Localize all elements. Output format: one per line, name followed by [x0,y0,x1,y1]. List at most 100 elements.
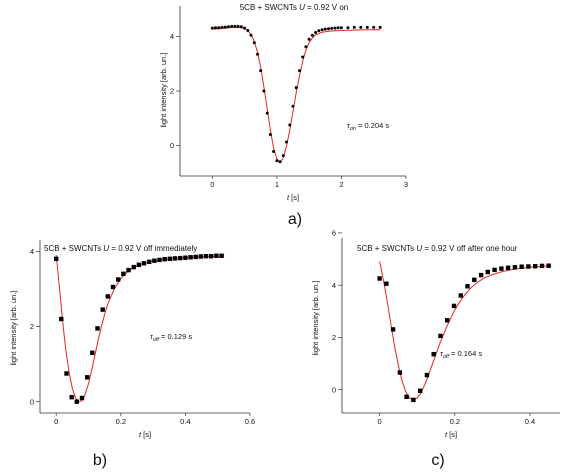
panel-c-data-point [499,266,504,271]
panel-a-data-point [281,154,285,158]
panel-a-data-point [339,26,343,30]
panel-a-data-point [317,29,321,33]
panel-c-data-point [472,277,477,282]
panel-a-data-point [336,26,340,30]
panel-a-data-point [346,26,350,30]
panel-a-data-point [268,133,272,136]
panel-a-data-point [372,25,376,29]
panel-c-data-point [431,352,436,357]
panel-a-y-tick-label: 4 [170,32,174,41]
panel-c-data-point [485,269,490,275]
panel-a-caption: a) [288,211,302,228]
panel-c-data-point [505,265,511,270]
panel-b-data-point [105,294,110,299]
panel-b-data-point [59,316,64,322]
panel-b-data-point [95,326,100,331]
panel-b-tau-annotation: τoff = 0.129 s [150,332,192,343]
panel-b-data-point [141,261,147,266]
panel-a-data-point [265,111,269,115]
panel-b-data-point [193,254,198,260]
panel-b-y-tick-label: 0 [30,397,34,406]
panel-a-data-point [304,45,308,49]
panel-b-x-tick-label: 0.4 [180,417,190,426]
panel-c-y-tick-label: 0 [332,385,336,394]
panel-c-x-label: t [s] [445,430,457,439]
panel-a-data-point [320,28,324,32]
panel-c-data-point [377,276,382,281]
panel-a-data-point [210,26,214,30]
panel-c-data-point [478,272,484,278]
panel-c-data-point [411,397,416,403]
panel-a-data-point [272,150,276,153]
panel-a-data-point [330,26,334,30]
panel-b-data-point [214,253,219,258]
panel-b-data-point [116,277,121,282]
panel-b-data-point [178,255,183,261]
panel-b-data-point [209,254,214,259]
panel-a-tau-annotation: τon = 0.204 s [347,121,389,132]
panel-c-data-point [384,281,389,286]
panel-a-data-point [307,37,311,41]
panel-c-data-point [445,318,450,323]
panel-a-data-point [217,26,221,30]
panel-a: 5CB + SWCNTs U = 0.92 V on 0 1 2 3 0 2 4… [159,3,408,228]
panel-b-data-point [74,399,79,404]
panel-c-data-point [526,264,531,269]
panel-c-x-tick-label: 0.2 [450,417,460,426]
panel-a-data-point [243,26,247,30]
panel-b-data-point [147,259,152,264]
panel-c-data-point [512,265,518,270]
panel-a-data-point [246,29,250,32]
panel-a-data-point [220,25,224,29]
panel-b-data-point [188,255,193,260]
panel-c-y-label: light intensity [arb. un.] [311,280,320,355]
panel-c-data-point [390,327,396,332]
panel-a-data-point [256,52,259,56]
panel-b-data-point [167,256,173,261]
panel-b-data-point [121,271,126,276]
panel-b-data-point [100,307,105,312]
panel-a-data-point [236,24,240,28]
panel-a-data-point [310,33,314,37]
panel-c-title: 5CB + SWCNTs U = 0.92 V off after one ho… [357,244,518,253]
panel-a-data-point [262,89,266,93]
panel-a-data-point [278,160,282,164]
panel-b-data-point [136,262,142,267]
panel-a-data-point [239,25,243,29]
panel-b-data-point [126,267,131,273]
panel-b-data-point [64,371,69,376]
panel-b-title: 5CB + SWCNTs U = 0.92 V off immediately [44,244,197,253]
panel-b-data-point [54,256,59,261]
panel-b-x-tick-label: 0 [54,417,58,426]
panel-a-data-point [226,25,230,29]
panel-b-caption: b) [93,452,107,469]
panel-a-y-tick-label: 2 [170,87,174,96]
panel-a-data-point [327,27,330,31]
panel-a-data-point [252,41,256,45]
panel-a-x-tick-label: 3 [404,180,408,189]
panel-a-data-point [333,26,337,30]
panel-a-data-point [230,24,234,28]
panel-a-data-point [294,86,298,90]
panel-a-data-point [378,25,382,29]
panel-a-data-point [285,140,288,144]
panel-a-data-point [323,27,327,31]
panel-c-data-point [492,267,497,273]
panel-a-data-point [352,25,356,29]
panel-c-data-point [418,388,423,393]
panel-b-x-label: t [s] [139,430,151,439]
panel-a-x-tick-label: 2 [339,180,343,189]
panel-b-y-tick-label: 4 [30,247,34,256]
panel-a-data-point [298,69,301,73]
panel-c-data-point [438,333,443,339]
panel-a-data-point [214,26,217,30]
panel-b-data-point [183,255,188,260]
panel-c-caption: c) [431,452,444,469]
panel-a-fit-line [212,26,381,163]
panel-b: 5CB + SWCNTs U = 0.92 V off immediately … [9,240,255,469]
panel-c-fit-line [379,261,549,401]
panel-a-data-point [233,24,237,28]
panel-a-data-point [314,31,318,34]
panel-c-data-point [404,394,409,399]
